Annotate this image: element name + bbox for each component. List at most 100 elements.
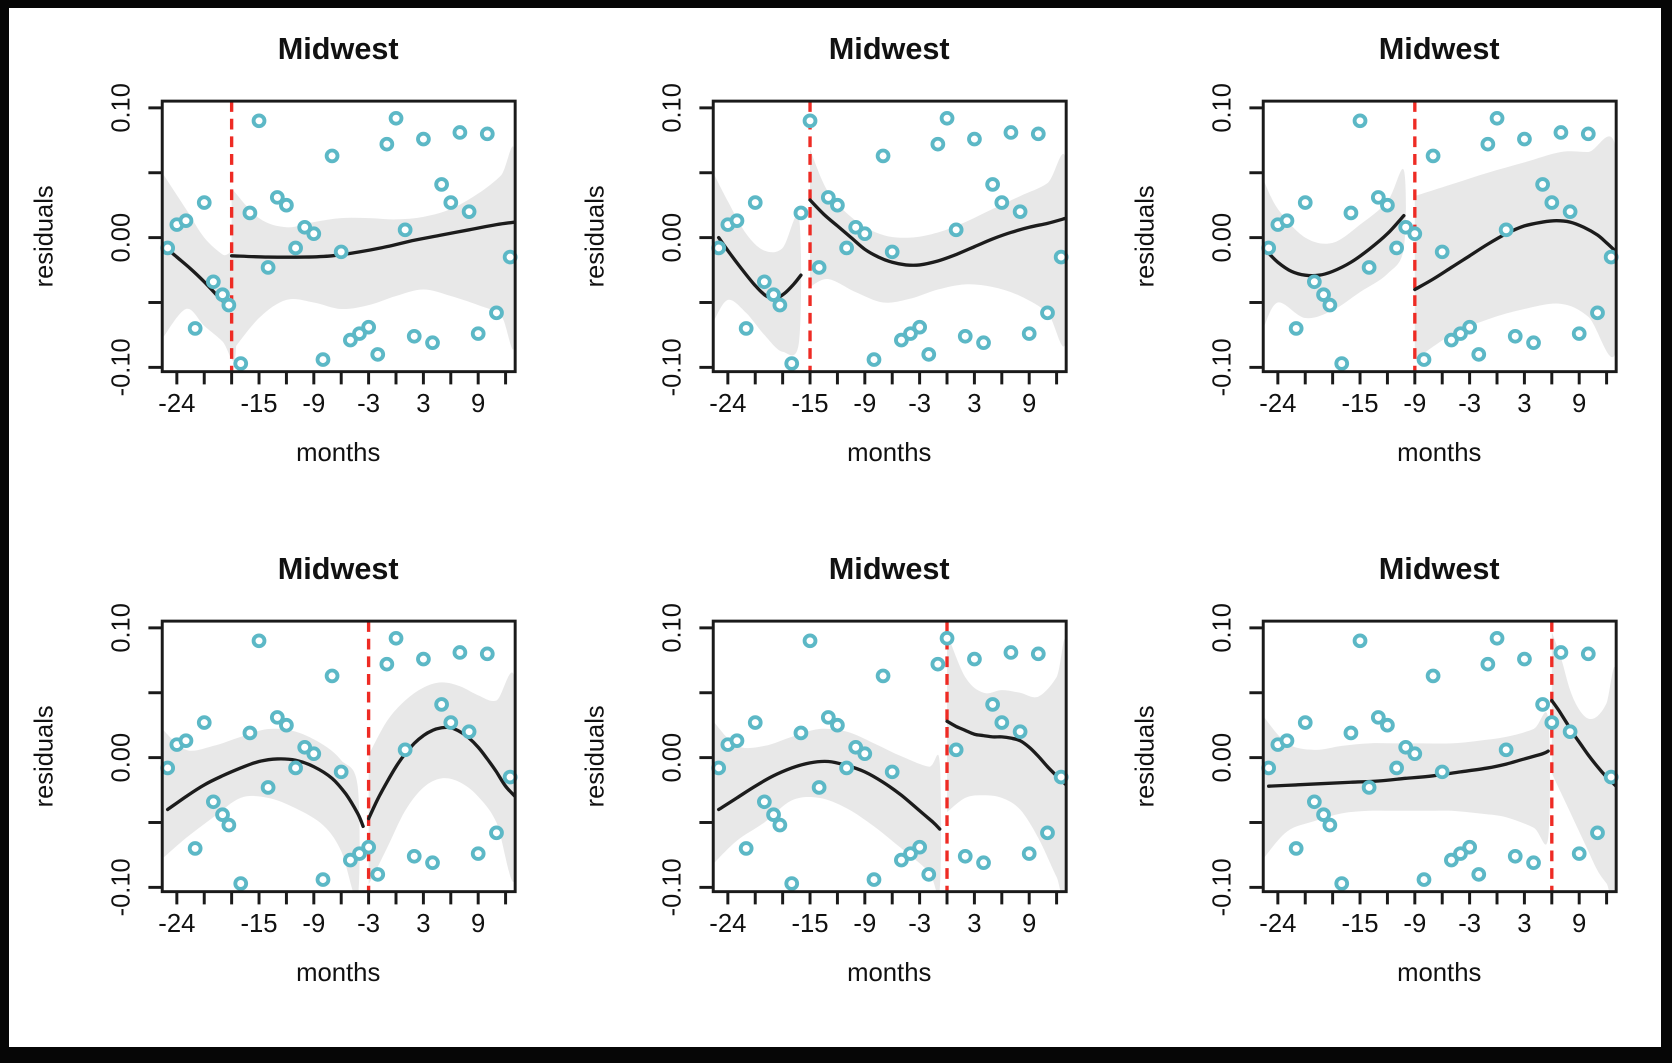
y-axis-label: residuals xyxy=(1132,705,1160,807)
scatter-point xyxy=(1279,213,1295,229)
scatter-point xyxy=(352,845,367,861)
scatter-point xyxy=(205,793,221,809)
scatter-point xyxy=(406,848,422,864)
scatter-point xyxy=(425,854,440,870)
loess-curve-post xyxy=(366,725,516,820)
scatter-point xyxy=(1526,335,1542,351)
scatter-point xyxy=(461,723,477,739)
scatter-point xyxy=(1343,205,1359,221)
y-axis-label: residuals xyxy=(581,705,609,807)
x-tick-label: -15 xyxy=(240,909,277,937)
scatter-point xyxy=(297,739,313,755)
y-tick-label: 0.00 xyxy=(658,213,686,263)
confidence-band-pre xyxy=(162,728,360,892)
scatter-point xyxy=(948,742,964,757)
scatter-point xyxy=(1499,222,1514,238)
y-tick-label: 0.00 xyxy=(1209,732,1237,782)
scatter-point xyxy=(747,714,763,730)
loess-curve-pre xyxy=(1267,748,1551,788)
x-tick-label: -3 xyxy=(357,390,380,418)
x-tick-label: -3 xyxy=(357,909,380,937)
loess-curve-pre xyxy=(165,756,365,828)
panel-svg: -24 -15 -9 -3 3 9 0.10 0.00 -0.10 Midwest months re… xyxy=(581,32,1069,467)
scatter-point xyxy=(333,764,349,779)
scatter-point xyxy=(1316,287,1332,303)
y-tick-label: 0.10 xyxy=(658,83,686,133)
scatter-point xyxy=(1362,779,1377,795)
scatter-point xyxy=(930,136,945,152)
x-tick-label: -15 xyxy=(1342,909,1379,937)
scatter-point xyxy=(1462,839,1478,854)
y-tick-label: 0.10 xyxy=(108,603,136,653)
scatter-point xyxy=(397,222,413,238)
scatter-point xyxy=(1343,725,1359,740)
scatter-point xyxy=(966,131,982,147)
loess-curve-pre xyxy=(716,235,803,301)
scatter-point xyxy=(847,739,863,755)
scatter-point xyxy=(343,332,358,348)
scatter-point xyxy=(1021,845,1037,861)
scatter-point xyxy=(957,328,973,344)
panel-svg: -24 -15 -9 -3 3 9 0.10 0.00 -0.10 Midwest months re… xyxy=(1132,32,1619,467)
x-tick-label: 9 xyxy=(1022,909,1036,937)
scatter-point xyxy=(1490,630,1505,646)
scatter-point xyxy=(196,195,212,210)
panel-title: Midwest xyxy=(278,32,399,66)
scatter-point xyxy=(352,326,367,341)
scatter-point xyxy=(756,274,772,290)
panel-title: Midwest xyxy=(1379,32,1500,66)
scatter-point xyxy=(269,190,285,205)
scatter-point xyxy=(470,326,486,341)
scatter-point xyxy=(802,633,818,648)
scatter-point xyxy=(288,760,303,775)
scatter-point xyxy=(443,714,459,730)
scatter-point xyxy=(260,260,276,275)
scatter-point xyxy=(884,764,900,779)
scatter-point xyxy=(1508,848,1523,864)
scatter-point xyxy=(1003,125,1018,140)
scatter-point xyxy=(251,633,267,648)
panel-svg: -24 -15 -9 -3 3 9 0.10 0.00 -0.10 Midwest months re… xyxy=(30,552,518,986)
scatter-point xyxy=(452,125,468,140)
scatter-point xyxy=(710,240,726,256)
x-tick-label: 3 xyxy=(1518,390,1532,418)
scatter-point xyxy=(1572,845,1587,861)
x-tick-label: -9 xyxy=(302,909,325,937)
scatter-point xyxy=(1444,332,1460,348)
scatter-point xyxy=(1279,732,1295,748)
scatter-point xyxy=(434,696,449,712)
scatter-point xyxy=(1298,195,1313,210)
x-axis-label: months xyxy=(847,958,931,986)
x-tick-label: 3 xyxy=(416,390,430,418)
scatter-point xyxy=(388,630,404,646)
loess-curve-post xyxy=(229,220,516,259)
scatter-point xyxy=(242,725,258,740)
loess-curve-pre xyxy=(716,759,942,831)
y-tick-label: 0.00 xyxy=(1209,213,1237,263)
x-tick-label: 9 xyxy=(1022,390,1036,418)
scatter-point xyxy=(948,222,964,238)
scatter-point xyxy=(1563,204,1578,219)
scatter-point xyxy=(939,630,955,646)
scatter-point xyxy=(875,148,891,164)
y-axis-label: residuals xyxy=(30,705,58,807)
scatter-point xyxy=(1544,714,1560,730)
scatter-point xyxy=(984,177,1000,192)
scatter-point xyxy=(1371,190,1387,205)
x-tick-label: -9 xyxy=(302,390,325,418)
scatter-point xyxy=(1389,240,1405,256)
scatter-point xyxy=(160,760,176,775)
scatter-point xyxy=(361,319,377,335)
scatter-point xyxy=(1407,745,1423,761)
scatter-point xyxy=(279,197,294,213)
scatter-point xyxy=(911,839,927,854)
scatter-point xyxy=(315,871,331,887)
scatter-point xyxy=(1021,326,1037,341)
scatter-point xyxy=(379,136,395,152)
y-tick-label: 0.10 xyxy=(1209,603,1237,653)
x-axis-label: months xyxy=(296,439,380,467)
scatter-point xyxy=(196,714,212,730)
scatter-point xyxy=(875,668,891,683)
scatter-point xyxy=(489,305,504,321)
confidence-band-post xyxy=(946,632,1066,892)
